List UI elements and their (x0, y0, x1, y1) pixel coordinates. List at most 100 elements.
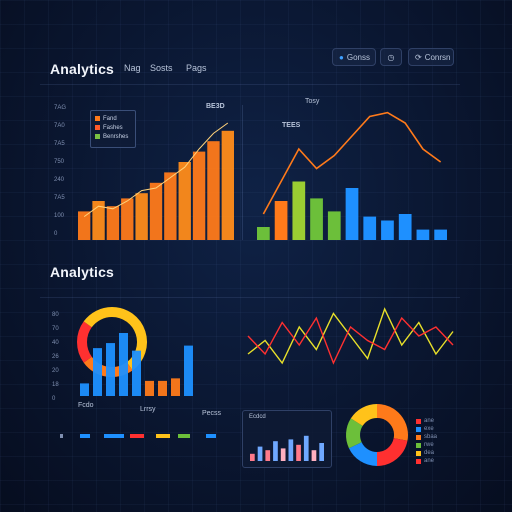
bar (345, 188, 359, 240)
legend-marker (80, 434, 90, 438)
series-line (262, 111, 442, 215)
swatch (95, 125, 100, 130)
ytick: 0 (52, 396, 56, 402)
ytick: 18 (52, 382, 59, 388)
top-left-yaxis: 7AG 7A0 7A5 750 240 7A5 100 0 (54, 105, 74, 240)
pie-legend-item: sbaa (416, 434, 437, 440)
swatch (416, 458, 421, 464)
trend-line (83, 122, 229, 218)
mini-card-title: Ecdcd (249, 414, 266, 420)
bar (158, 380, 167, 396)
top-left-bar-chart (78, 122, 234, 240)
legend-item: Fand (95, 114, 131, 123)
bar (310, 198, 323, 240)
xlabel: Fcdo (78, 402, 94, 409)
bar (311, 450, 317, 461)
pie-slice (350, 404, 378, 427)
header-divider (40, 84, 460, 85)
tab-pags[interactable]: Pags (186, 63, 207, 73)
swatch (416, 418, 421, 424)
swatch (416, 442, 421, 448)
pie-legend: ane exe sbaa rwe dea ane (416, 418, 466, 468)
ytick: 0 (54, 231, 58, 237)
pie-slice (376, 437, 408, 466)
bar (106, 206, 120, 240)
ytick: 100 (54, 213, 65, 219)
bar (250, 453, 255, 461)
ytick: 70 (52, 326, 59, 332)
pie-legend-item: rwe (416, 442, 434, 448)
conrsn-button[interactable]: ⟳ Conrsn (408, 48, 454, 66)
bar (416, 229, 430, 240)
tab-sosts[interactable]: Sosts (150, 63, 173, 73)
xlabel: Lrrsy (140, 406, 156, 413)
bar (106, 343, 115, 396)
section-divider (40, 297, 460, 298)
clock-icon: ◷ (387, 52, 395, 62)
series-line (247, 316, 454, 365)
ytick: 7A0 (54, 123, 65, 129)
bar (319, 443, 324, 461)
ytick: 7AG (54, 105, 67, 111)
bar (178, 162, 191, 240)
bar (398, 214, 412, 240)
droplet-icon: ● (339, 52, 344, 62)
bar (381, 220, 394, 240)
pie-legend-item: exe (416, 426, 434, 432)
bar (292, 181, 306, 240)
bar (327, 211, 341, 240)
ytick: 20 (52, 368, 59, 374)
bar (207, 141, 220, 240)
bar (192, 151, 206, 240)
bar (132, 350, 141, 396)
pie-slice (348, 441, 378, 466)
section-title: Analytics (50, 264, 115, 280)
xlabel: Pecss (202, 410, 222, 417)
legend-marker (178, 434, 190, 438)
bar (221, 130, 234, 240)
bar (171, 378, 180, 396)
refresh-icon: ⟳ (415, 52, 422, 62)
bar (119, 333, 128, 396)
bottom-left-donut-bar-chart (77, 307, 193, 396)
swatch (95, 116, 100, 121)
ytick: 7A5 (54, 141, 65, 147)
swatch (416, 426, 421, 432)
bar (280, 448, 286, 461)
bar (93, 348, 102, 396)
tab-nag[interactable]: Nag (124, 63, 141, 73)
bottom-left-yaxis: 80 70 40 26 20 18 0 (52, 312, 68, 402)
clock-button[interactable]: ◷ (380, 48, 402, 66)
bar (273, 441, 278, 461)
bar (303, 435, 309, 461)
bar (145, 380, 154, 396)
bar (265, 450, 271, 461)
gonss-button[interactable]: ● Gonss (332, 48, 376, 66)
bar (363, 216, 377, 240)
mini-chart-card[interactable]: Ecdcd (242, 410, 332, 468)
top-right-tag: TEES (282, 122, 301, 129)
legend-marker (60, 434, 63, 438)
bar (92, 201, 105, 240)
legend-marker (206, 434, 216, 438)
donut-segment (77, 321, 92, 363)
bar (296, 444, 301, 461)
bottom-pie-chart (346, 404, 408, 466)
bar (434, 229, 447, 240)
pie-legend-item: ane (416, 418, 434, 424)
bottom-legend-strip (60, 432, 220, 442)
ytick: 40 (52, 340, 59, 346)
panel-divider (242, 105, 243, 240)
ytick: 240 (54, 177, 65, 183)
page-title: Analytics (50, 61, 115, 77)
swatch (95, 134, 100, 139)
bar (288, 439, 294, 461)
pie-slice (346, 418, 363, 449)
top-left-callout: BE3D (206, 103, 225, 110)
bar (257, 446, 263, 461)
bar (184, 345, 193, 396)
top-right-combo-chart (257, 111, 447, 240)
ytick: 80 (52, 312, 59, 318)
series-line (247, 307, 454, 365)
legend-marker (156, 434, 170, 438)
